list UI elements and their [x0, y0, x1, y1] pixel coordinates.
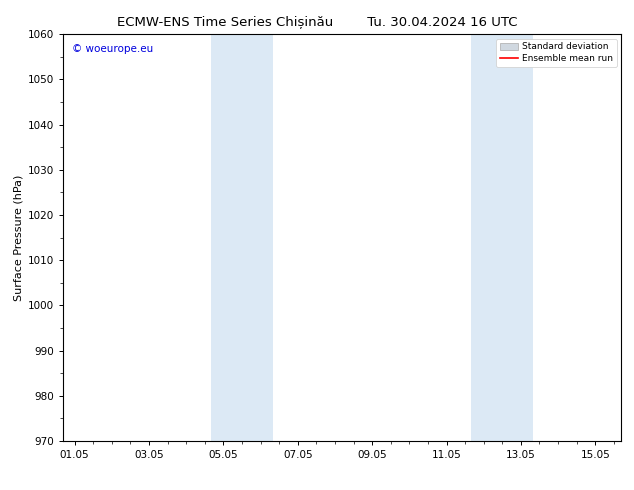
Y-axis label: Surface Pressure (hPa): Surface Pressure (hPa)	[14, 174, 24, 301]
Bar	[211, 34, 273, 441]
Text: ECMW-ENS Time Series Chișinău        Tu. 30.04.2024 16 UTC: ECMW-ENS Time Series Chișinău Tu. 30.04.…	[117, 15, 517, 28]
Bar	[472, 34, 533, 441]
Legend: Standard deviation, Ensemble mean run: Standard deviation, Ensemble mean run	[496, 39, 617, 67]
Text: © woeurope.eu: © woeurope.eu	[72, 45, 153, 54]
